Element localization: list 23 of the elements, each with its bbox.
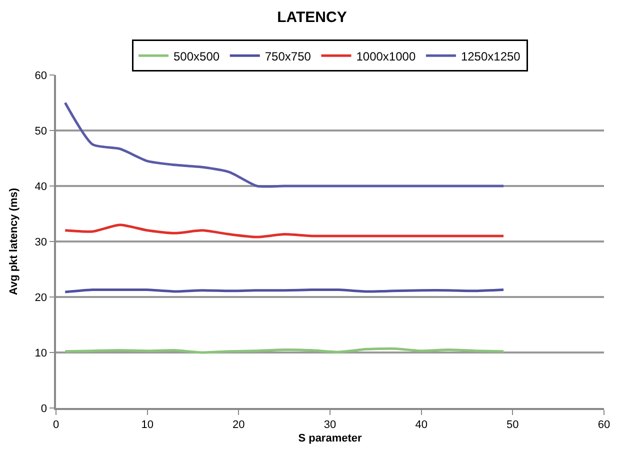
x-tick-label: 30 [324, 418, 336, 431]
x-tick-label: 0 [52, 418, 60, 431]
y-tick-label: 10 [34, 347, 48, 360]
x-tick-label: 10 [141, 418, 154, 431]
y-tick-label: 20 [34, 292, 48, 304]
line-series [64, 224, 505, 238]
legend-label: 1000x1000 [356, 49, 416, 64]
chart-title: LATENCY [277, 8, 347, 26]
y-tick-label: 60 [34, 70, 48, 82]
x-tick-label: 60 [598, 418, 610, 431]
legend-label: 750x750 [264, 49, 312, 64]
y-tick-label: 30 [34, 236, 48, 248]
x-tick-label: 50 [506, 418, 519, 431]
x-tick-label: 20 [232, 418, 245, 431]
y-tick-label: 0 [40, 402, 48, 415]
y-tick-label: 40 [34, 180, 48, 193]
legend-label: 1250x1250 [460, 49, 521, 64]
y-tick-label: 50 [34, 125, 48, 138]
y-axis-title: Avg pkt latency (ms) [8, 188, 20, 296]
x-tick-label: 40 [415, 418, 428, 431]
line-series [64, 102, 505, 188]
legend-label: 500x500 [174, 49, 220, 64]
x-axis-title: S parameter [298, 432, 363, 445]
